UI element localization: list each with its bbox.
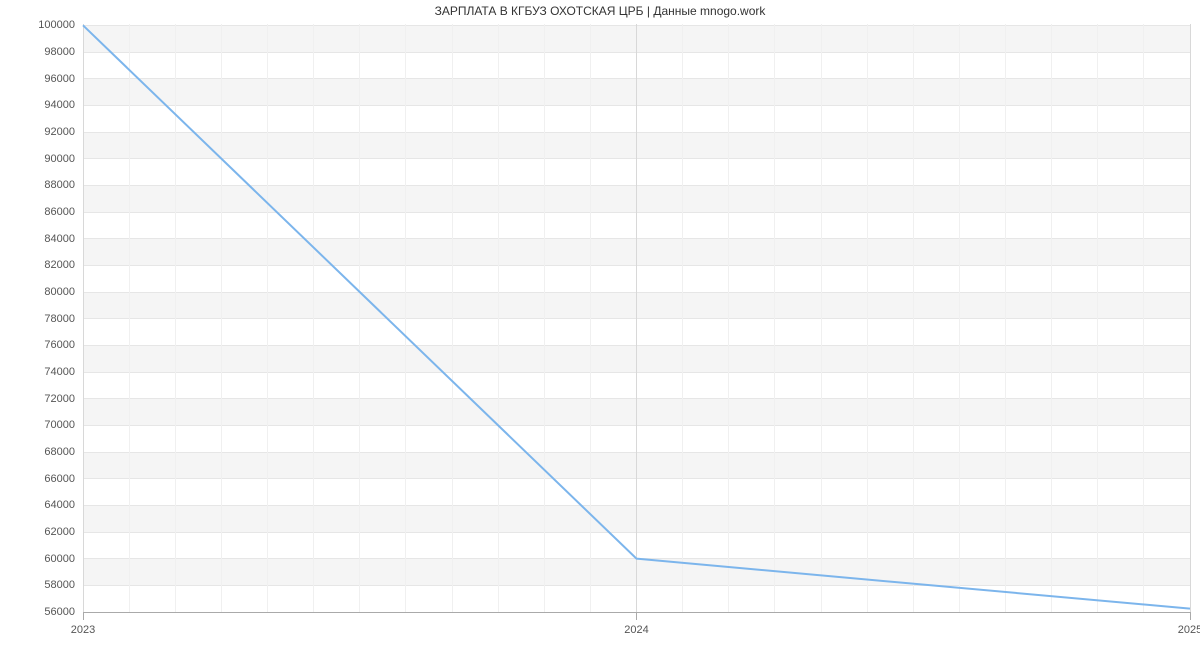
salary-line [83, 25, 1190, 608]
x-axis-tick-label: 2023 [71, 624, 95, 636]
y-axis-tick-label: 60000 [44, 553, 75, 565]
y-axis-tick-label: 84000 [44, 233, 75, 245]
y-axis-tick-label: 96000 [44, 73, 75, 85]
y-axis-tick-label: 76000 [44, 339, 75, 351]
x-axis-tick-label: 2024 [624, 624, 648, 636]
y-axis-tick-label: 70000 [44, 419, 75, 431]
y-axis-tick-label: 82000 [44, 259, 75, 271]
plot-area: 5600058000600006200064000660006800070000… [83, 24, 1190, 612]
chart-title: ЗАРПЛАТА В КГБУЗ ОХОТСКАЯ ЦРБ | Данные m… [0, 4, 1200, 18]
y-axis-tick-label: 56000 [44, 606, 75, 618]
x-axis-tick-label: 2025 [1178, 624, 1200, 636]
y-axis-tick-label: 66000 [44, 473, 75, 485]
data-series [83, 24, 1190, 612]
y-axis-tick-label: 86000 [44, 206, 75, 218]
y-axis-tick-label: 62000 [44, 526, 75, 538]
salary-line-chart: ЗАРПЛАТА В КГБУЗ ОХОТСКАЯ ЦРБ | Данные m… [0, 0, 1200, 650]
y-axis-tick-label: 100000 [38, 19, 75, 31]
y-axis-tick-label: 72000 [44, 393, 75, 405]
y-axis-tick-label: 78000 [44, 313, 75, 325]
x-axis-tick [83, 612, 84, 620]
y-axis-tick-label: 92000 [44, 126, 75, 138]
y-axis-tick-label: 58000 [44, 579, 75, 591]
y-axis-tick-label: 64000 [44, 499, 75, 511]
y-axis-tick-label: 74000 [44, 366, 75, 378]
y-axis-tick-label: 98000 [44, 46, 75, 58]
y-axis-tick-label: 88000 [44, 179, 75, 191]
y-axis-tick-label: 80000 [44, 286, 75, 298]
y-axis-tick-label: 90000 [44, 153, 75, 165]
x-axis-tick [636, 612, 637, 620]
y-axis-tick-label: 68000 [44, 446, 75, 458]
x-axis-tick [1190, 612, 1191, 620]
y-axis-tick-label: 94000 [44, 99, 75, 111]
